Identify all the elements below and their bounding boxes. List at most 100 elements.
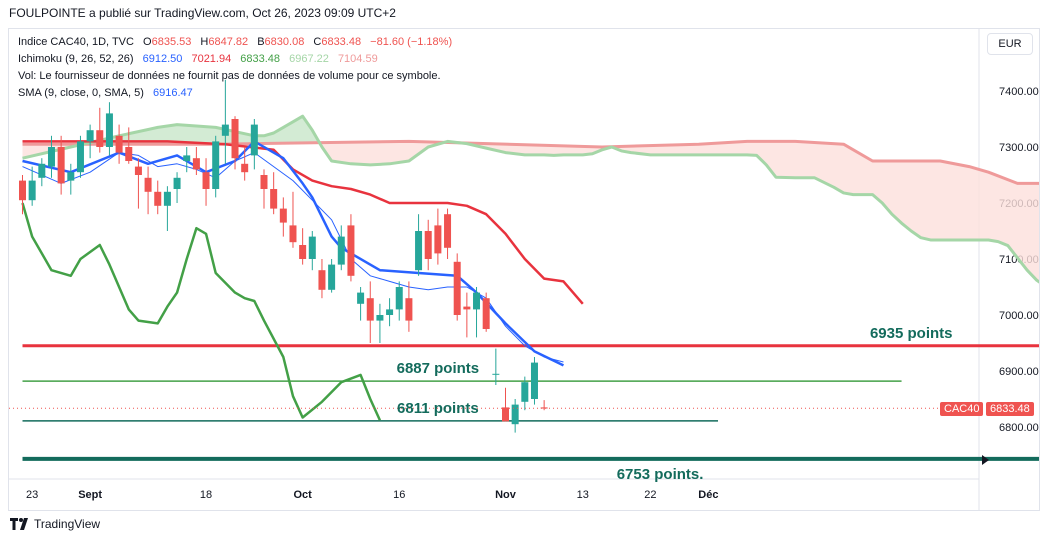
candle-body[interactable] [57,147,65,184]
candle-body[interactable] [337,236,345,265]
candle-body[interactable] [250,124,258,156]
candle-body[interactable] [86,130,94,142]
legend-high-value: 6847.82 [208,36,249,48]
price-tag-value: 6833.48 [986,402,1034,416]
candle-body[interactable] [357,292,365,304]
candle-body[interactable] [212,141,220,189]
legend-ichimoku-tenkan: 6912.50 [142,53,183,65]
candle-body[interactable] [67,172,75,181]
candle-body[interactable] [376,315,384,321]
y-tick-label: 7400.00 [999,86,1039,98]
candle-body[interactable] [154,191,162,206]
legend-close-label: C [313,36,322,48]
legend-ichimoku-row[interactable]: Ichimoku (9, 26, 52, 26) 6912.50 7021.94… [18,53,384,65]
legend-sma-value: 6916.47 [153,87,193,99]
chart-frame[interactable]: 7400.007300.007200.007100.007000.006900.… [8,28,1040,511]
candle-body[interactable] [28,180,36,201]
candle-body[interactable] [502,407,509,422]
ichimoku-span-b-line [22,139,1039,185]
legend-ichimoku-span-a: 6967.22 [289,53,329,65]
ichimoku-cloud-bearish [462,141,1039,282]
candle-body[interactable] [47,147,55,167]
ichimoku-tenkan-line [22,140,565,367]
chart-canvas[interactable]: 7400.007300.007200.007100.007000.006900.… [9,29,1039,510]
candle-body[interactable] [221,124,229,136]
candle-body[interactable] [482,298,490,329]
candle-body[interactable] [125,147,133,161]
candle-body[interactable] [105,113,113,147]
scroll-to-realtime-icon[interactable] [982,455,989,465]
candle-body[interactable] [76,141,84,173]
candle-body[interactable] [395,287,403,310]
candle-body[interactable] [134,166,142,175]
x-tick-label: 16 [393,489,405,501]
y-tick-label: 6800.00 [999,422,1039,434]
candle-body[interactable] [511,404,519,425]
candle-body[interactable] [192,158,200,170]
candle-body[interactable] [530,362,538,399]
candle-body[interactable] [270,189,278,209]
candle-body[interactable] [424,231,432,259]
x-tick-label: 22 [644,489,656,501]
candle-body[interactable] [19,180,26,201]
x-tick-label: 13 [577,489,589,501]
legend-open-value: 6835.53 [151,36,192,48]
legend-sma-row[interactable]: SMA (9, close, 0, SMA, 5) 6916.47 [18,87,199,99]
candle-body[interactable] [540,407,548,409]
tradingview-logo-icon [10,518,28,530]
candle-body[interactable] [260,175,268,189]
legend-high-label: H [200,36,209,48]
x-tick-label: 18 [200,489,212,501]
candle-body[interactable] [444,214,452,248]
price-tag-symbol: CAC40 [940,402,984,416]
candle-body[interactable] [318,270,326,290]
candle-body[interactable] [521,382,529,402]
level-annotation: 6887 points [397,360,480,377]
legend-sma-name: SMA (9, close, 0, SMA, 5) [18,87,144,99]
candle-body[interactable] [308,236,316,259]
candle-body[interactable] [463,306,471,310]
ichimoku-chikou-line [21,202,382,421]
candle-body[interactable] [366,298,374,321]
level-annotation: 6811 points [397,400,479,417]
x-tick-label: 23 [26,489,38,501]
ichimoku-span-a-line [22,114,1039,284]
candle-body[interactable] [328,264,336,290]
candle-body[interactable] [473,292,481,310]
legend-volume-row: Vol: Le fournisseur de données ne fourni… [18,70,441,82]
legend-ichimoku-name: Ichimoku (9, 26, 52, 26) [18,53,134,65]
candle-body[interactable] [96,130,104,147]
candle-body[interactable] [38,163,46,178]
legend-open-label: O [143,36,152,48]
candle-body[interactable] [183,155,191,161]
candle-body[interactable] [163,191,171,206]
x-tick-label: Oct [293,489,312,501]
candle-body[interactable] [289,225,297,243]
candle-body[interactable] [231,119,239,159]
candle-body[interactable] [434,225,442,254]
legend-symbol-name: Indice CAC40, 1D, TVC [18,36,134,48]
candle-body[interactable] [299,245,307,259]
y-tick-label: 7000.00 [999,310,1039,322]
candle-body[interactable] [415,231,423,271]
candle-body[interactable] [453,261,461,315]
candle-body[interactable] [347,225,355,276]
candle-body[interactable] [405,298,413,321]
currency-button[interactable]: EUR [987,33,1033,55]
legend-close-value: 6833.48 [321,36,362,48]
candle-body[interactable] [173,177,181,189]
candle-body[interactable] [492,373,500,375]
x-tick-label: Sept [78,489,102,501]
candle-body[interactable] [241,163,249,173]
legend-change-value: −81.60 (−1.18%) [370,36,453,48]
candle-body[interactable] [386,309,394,315]
level-annotation: 6935 points [870,325,953,342]
ichimoku-cloud-bullish [85,116,322,147]
legend-symbol-row[interactable]: Indice CAC40, 1D, TVC O6835.53 H6847.82 … [18,36,458,48]
candle-body[interactable] [115,135,123,153]
candle-body[interactable] [144,177,152,192]
candle-body[interactable] [202,172,210,189]
candle-body[interactable] [279,208,287,223]
y-tick-label: 6900.00 [999,366,1039,378]
legend-low-label: B [257,36,265,48]
